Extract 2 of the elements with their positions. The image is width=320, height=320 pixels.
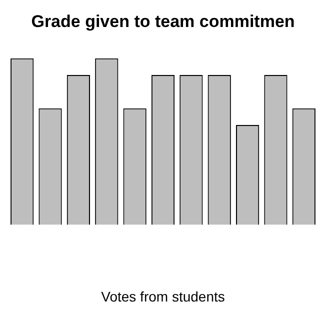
x-axis-title: Votes from students (101, 288, 225, 304)
chart-title: Grade given to team commitmen (31, 12, 295, 31)
